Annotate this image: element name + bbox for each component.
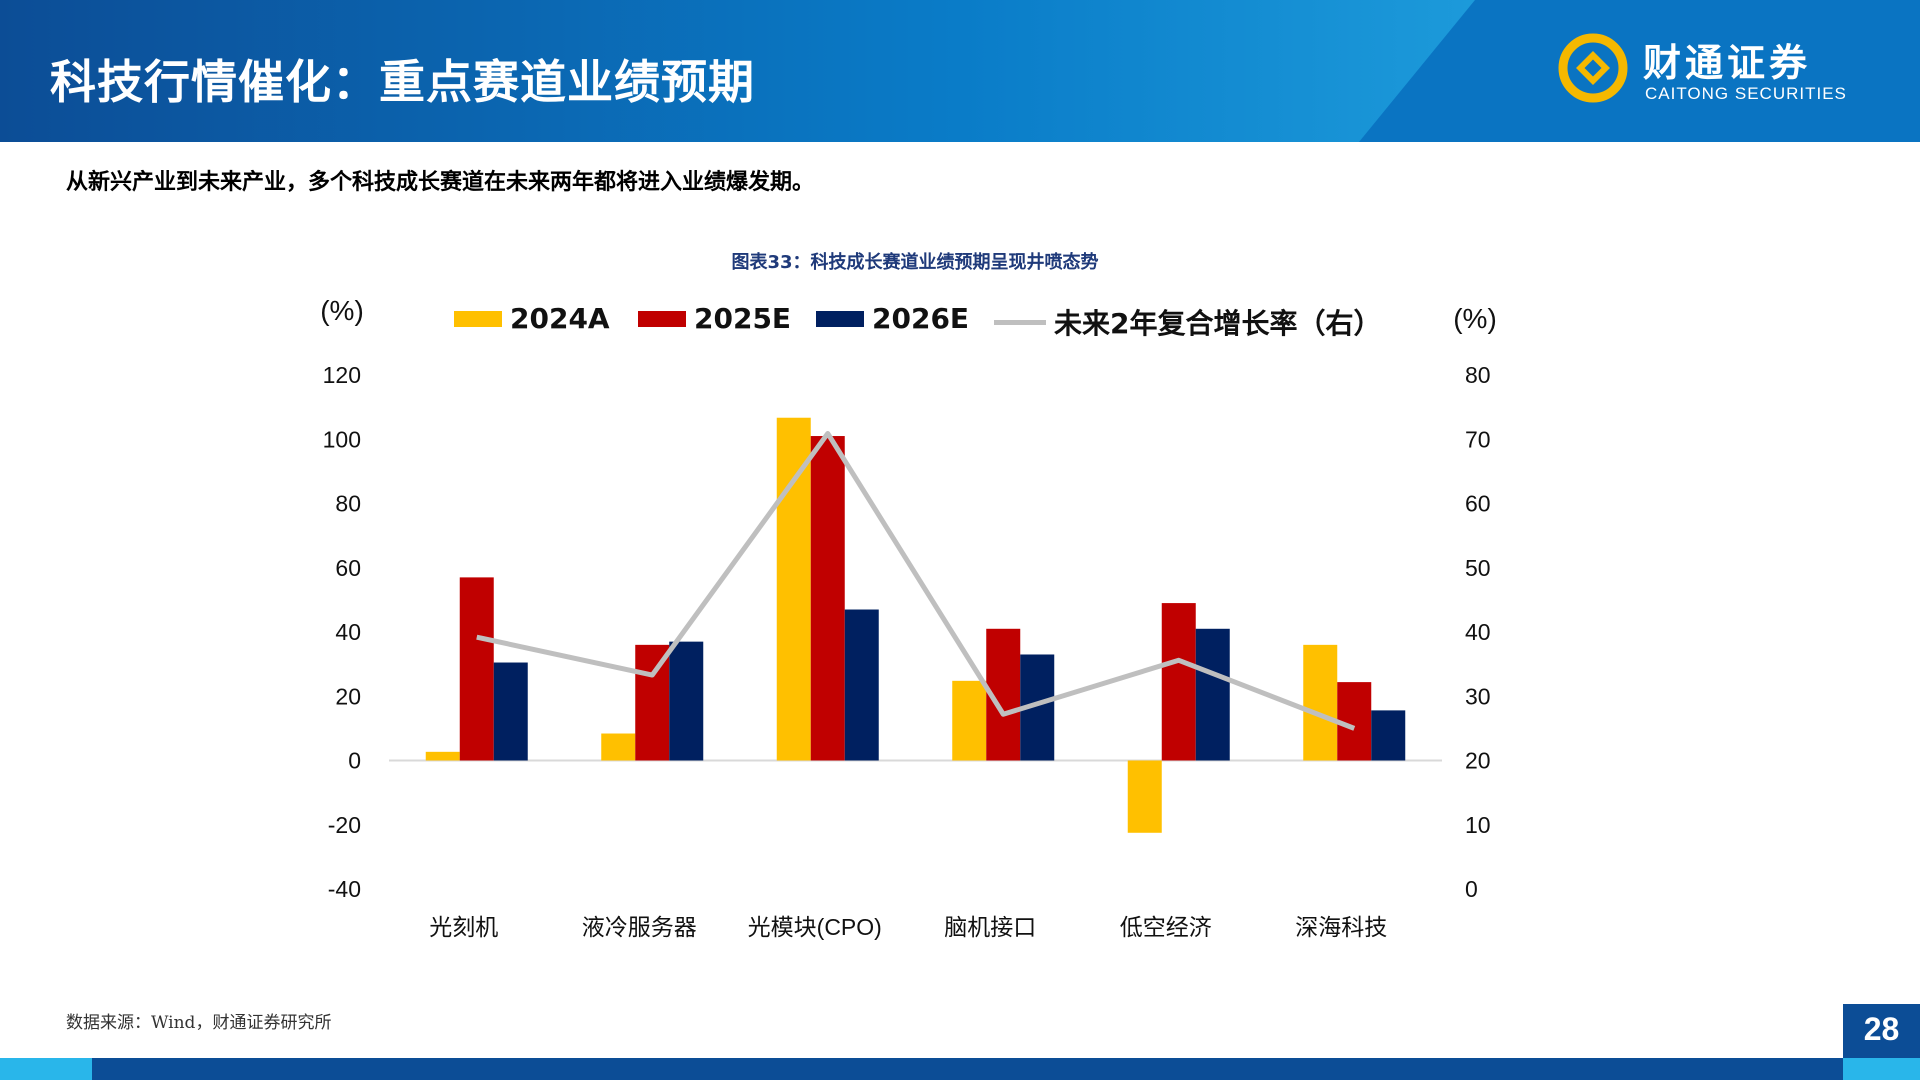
y2-tick-label: 30	[1465, 683, 1491, 709]
bar-2025e-2	[810, 436, 845, 761]
logo-text-cn: 财通证券	[1643, 41, 1812, 85]
y-tick-label: 60	[335, 555, 361, 581]
data-source: 数据来源：Wind，财通证券研究所	[66, 1013, 332, 1033]
bar-2024a-1	[601, 733, 636, 761]
logo-text-en: CAITONG SECURITIES	[1645, 84, 1847, 103]
y2-axis-label: (%)	[1453, 303, 1497, 334]
cagr-line	[476, 430, 1356, 731]
y-tick-label: -20	[328, 812, 361, 838]
y2-tick-label: 50	[1465, 555, 1491, 581]
bottom-bar	[0, 1058, 1920, 1080]
legend-label: 2024A	[510, 302, 610, 335]
legend-label: 2026E	[872, 302, 970, 335]
bar-2026e-0	[493, 662, 528, 761]
y-tick-label: 100	[323, 426, 361, 452]
bar-2026e-4	[1195, 628, 1230, 761]
legend-cagr: 未来2年复合增长率（右）	[994, 302, 1381, 342]
legend-swatch	[816, 310, 864, 327]
bar-line-chart: (%) (%)120100806040200-20-408070605040302…	[320, 295, 1497, 940]
y2-tick-label: 40	[1465, 619, 1491, 645]
x-tick-label: 深海科技	[1295, 914, 1387, 940]
bar-2024a-0	[425, 751, 460, 761]
y-tick-label: 40	[335, 619, 361, 645]
y2-tick-label: 70	[1465, 426, 1491, 452]
y-tick-label: 120	[323, 362, 361, 388]
y2-tick-label: 10	[1465, 812, 1491, 838]
bar-2025e-0	[459, 577, 494, 761]
y2-tick-label: 60	[1465, 491, 1491, 517]
legend-swatch	[638, 310, 686, 327]
chart-title: 图表33：科技成长赛道业绩预期呈现井喷态势	[731, 252, 1099, 273]
bar-2025e-1	[635, 644, 670, 761]
legend-2026e: 2026E	[816, 302, 969, 335]
bar-2025e-4	[1161, 603, 1196, 761]
bar-2024a-5	[1303, 644, 1338, 761]
legend-2025e: 2025E	[638, 302, 791, 335]
legend-label: 2025E	[694, 302, 792, 335]
y-tick-label: 80	[335, 491, 361, 517]
x-tick-label: 光刻机	[429, 914, 498, 940]
logo-emblem-icon	[1558, 33, 1628, 103]
page-number: 28	[1843, 1004, 1920, 1058]
page-title: 科技行情催化：重点赛道业绩预期	[50, 55, 755, 109]
legend-2024a: 2024A	[454, 302, 610, 335]
y2-tick-label: 20	[1465, 748, 1491, 774]
x-tick-label: 低空经济	[1120, 914, 1212, 940]
x-tick-label: 光模块(CPO)	[748, 914, 882, 940]
y2-tick-label: 0	[1465, 876, 1478, 902]
company-logo: 财通证券 CAITONG SECURITIES	[1555, 30, 1855, 110]
bar-2026e-2	[844, 609, 879, 761]
legend-swatch	[454, 310, 502, 327]
bar-2024a-3	[952, 680, 987, 761]
subtitle: 从新兴产业到未来产业，多个科技成长赛道在未来两年都将进入业绩爆发期。	[66, 170, 815, 195]
legend-swatch	[994, 319, 1046, 325]
legend-label: 未来2年复合增长率（右）	[1054, 307, 1382, 340]
bottom-bar-left	[0, 1058, 92, 1080]
y2-tick-label: 80	[1465, 362, 1491, 388]
y-tick-label: 0	[348, 748, 361, 774]
bar-2024a-4	[1127, 760, 1162, 833]
y-tick-label: 20	[335, 683, 361, 709]
bar-2026e-5	[1371, 710, 1406, 761]
bar-2026e-1	[669, 641, 704, 761]
y-axis-label: (%)	[320, 295, 364, 326]
x-tick-label: 脑机接口	[944, 914, 1036, 940]
y-tick-label: -40	[328, 876, 361, 902]
bar-2024a-2	[776, 417, 811, 761]
x-tick-label: 液冷服务器	[582, 914, 697, 940]
bottom-bar-right	[1843, 1058, 1920, 1080]
